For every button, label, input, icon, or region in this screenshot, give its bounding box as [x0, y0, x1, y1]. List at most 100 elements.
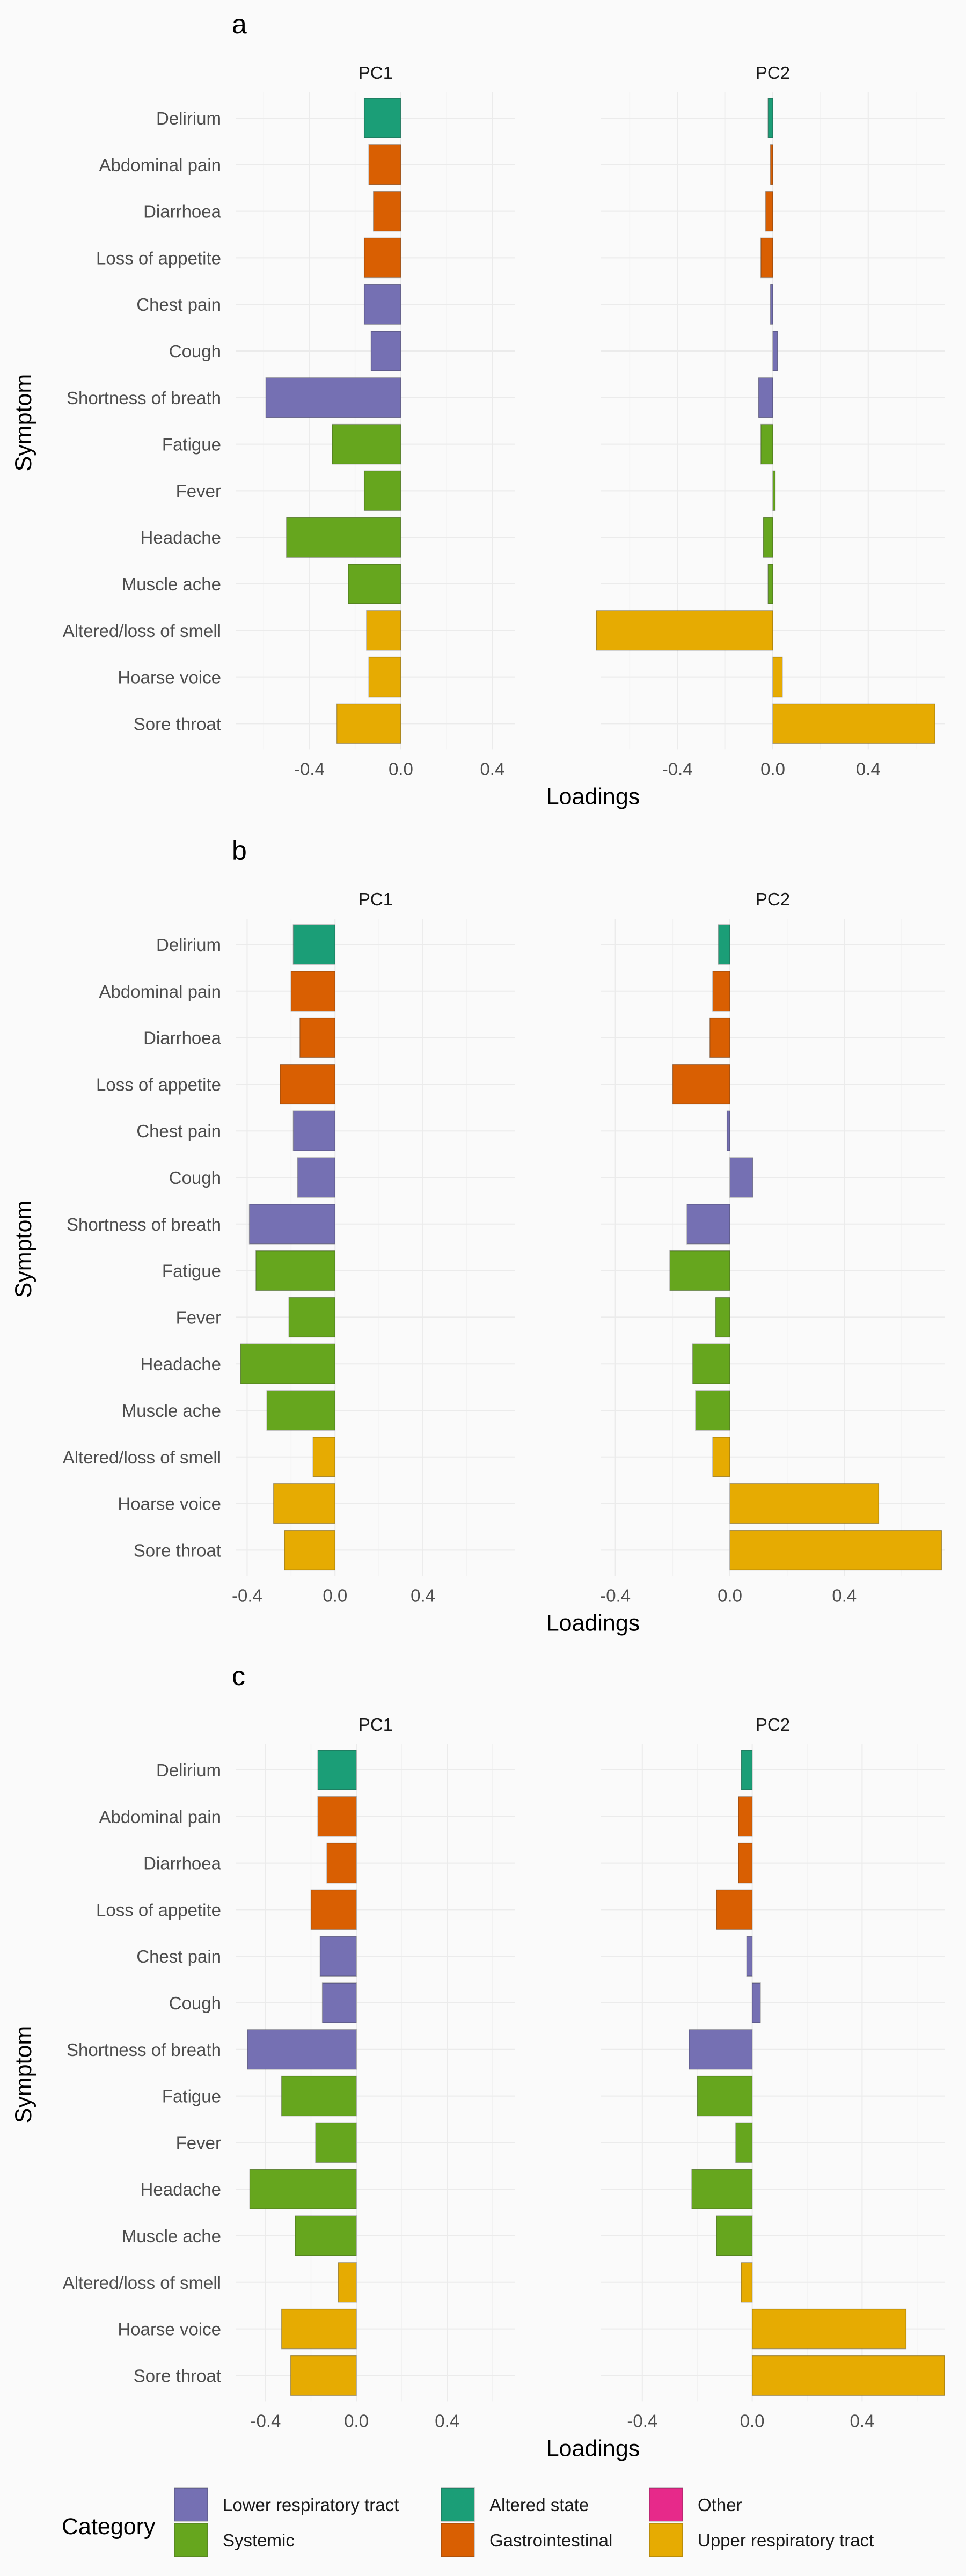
bar-pc1 [317, 1750, 357, 1790]
bar-pc2 [716, 2215, 753, 2256]
bar-pc1 [321, 1982, 357, 2023]
tick-label: 0.4 [480, 759, 504, 779]
tick-label: 0.0 [389, 759, 413, 779]
tick-label: 0.4 [411, 1585, 435, 1605]
legend: Category Lower respiratory tract Systemic A… [62, 2487, 874, 2557]
bar-pc1 [286, 517, 401, 558]
panel-a: a Symptom Delirium Abdominal pain Diarrhoea L… [11, 9, 945, 809]
bar-pc1 [363, 237, 401, 279]
legend-label: Systemic [223, 2530, 295, 2550]
legend-swatch [174, 2523, 208, 2557]
facet-pc1: PC1 -0.4 0.0 0.4 [236, 1715, 515, 2431]
bar-pc2 [672, 1064, 730, 1105]
bar-pc1 [363, 284, 401, 325]
bar-pc1 [336, 703, 401, 744]
bar-pc2 [709, 1017, 730, 1058]
bar-pc2 [772, 331, 778, 371]
bar-pc2 [712, 1437, 730, 1477]
legend-swatch [174, 2487, 208, 2522]
symptom-label: Muscle ache [122, 2226, 221, 2246]
symptom-label: Abdominal pain [99, 982, 222, 1001]
symptom-label: Hoarse voice [118, 2319, 221, 2339]
bar-pc2 [760, 237, 773, 279]
symptom-label: Headache [141, 528, 221, 547]
bar-pc1 [255, 1250, 336, 1291]
symptom-label: Diarrhoea [143, 202, 222, 222]
tick-label: 0.4 [856, 759, 881, 779]
tick-label: 0.0 [718, 1585, 742, 1605]
bar-pc1 [248, 1204, 336, 1245]
symptom-label: Delirium [156, 935, 221, 955]
bar-pc1 [332, 423, 401, 465]
bar-pc1 [368, 656, 401, 698]
panel-b: b Symptom Delirium Abdominal pain Diarrhoea L… [11, 836, 945, 1636]
panel-c: c Symptom Delirium Abdominal pain Diarrhoea L… [11, 1661, 945, 2461]
symptom-label: Fever [176, 1307, 221, 1327]
symptom-label: Diarrhoea [143, 1854, 222, 1874]
facet-label: PC2 [756, 889, 790, 909]
symptom-label: Fever [176, 2133, 221, 2153]
bar-pc2 [751, 2355, 945, 2396]
tick-label: -0.4 [232, 1585, 262, 1605]
tick-label: 0.4 [832, 1585, 857, 1605]
bar-pc1 [366, 610, 401, 651]
bar-pc1 [310, 1889, 357, 1930]
symptom-label: Cough [169, 1993, 221, 2013]
bar-pc2 [692, 1343, 730, 1384]
bar-pc2 [729, 1483, 880, 1524]
bar-pc2 [686, 1204, 730, 1245]
bar-pc1 [292, 924, 336, 965]
x-axis-title: Loadings [546, 784, 640, 809]
bar-pc1 [315, 2122, 357, 2163]
bar-pc1 [247, 2029, 357, 2070]
panel-tag: c [232, 1661, 245, 1691]
bar-pc1 [372, 191, 401, 232]
tick-label: 0.4 [850, 2411, 874, 2431]
bar-pc1 [273, 1483, 336, 1524]
bar-pc2 [596, 610, 773, 651]
bar-pc2 [738, 1842, 753, 1884]
bar-pc2 [770, 144, 773, 185]
bar-pc1 [290, 971, 336, 1012]
symptom-label: Cough [169, 1168, 221, 1188]
symptom-label: Abdominal pain [99, 1807, 222, 1827]
bar-pc2 [741, 1750, 753, 1790]
symptom-label: Fever [176, 481, 221, 501]
bar-pc1 [317, 1796, 357, 1837]
bar-pc2 [770, 284, 773, 325]
bar-pc1 [368, 144, 401, 185]
bar-pc2 [697, 2075, 753, 2117]
symptom-label: Altered/loss of smell [63, 621, 221, 641]
bar-pc2 [735, 2122, 753, 2163]
symptom-label: Sore throat [134, 714, 221, 734]
symptom-label: Altered/loss of smell [63, 2273, 221, 2293]
symptom-label: Sore throat [134, 2366, 221, 2385]
bar-pc1 [292, 1110, 336, 1151]
bar-pc2 [715, 1297, 730, 1338]
legend-label: Gastrointestinal [489, 2530, 612, 2550]
bar-pc1 [370, 331, 401, 371]
tick-label: -0.4 [251, 2411, 281, 2431]
bar-pc1 [363, 98, 401, 138]
bar-pc2 [763, 517, 773, 558]
bar-pc1 [249, 2169, 357, 2209]
symptom-label: Chest pain [136, 295, 221, 314]
tick-label: -0.4 [662, 759, 693, 779]
symptom-label: Hoarse voice [118, 668, 221, 687]
y-axis-title: Symptom [11, 2026, 36, 2124]
symptom-label: Fatigue [162, 435, 221, 455]
legend-swatch [441, 2487, 475, 2522]
bar-pc2 [695, 1390, 730, 1431]
symptom-label: Chest pain [136, 1121, 221, 1141]
bar-pc1 [299, 1017, 336, 1058]
symptom-label: Loss of appetite [96, 1900, 221, 1920]
facet-pc2: PC2 -0.4 0.0 0.4 [600, 889, 945, 1605]
bar-pc2 [712, 971, 730, 1012]
bar-pc1 [284, 1529, 336, 1571]
legend-label: Altered state [489, 2495, 589, 2515]
symptom-label: Shortness of breath [67, 2040, 221, 2060]
bar-pc1 [297, 1157, 336, 1198]
legend-swatch [649, 2523, 683, 2557]
x-axis-title: Loadings [546, 2435, 640, 2461]
y-axis-title: Symptom [11, 374, 36, 472]
